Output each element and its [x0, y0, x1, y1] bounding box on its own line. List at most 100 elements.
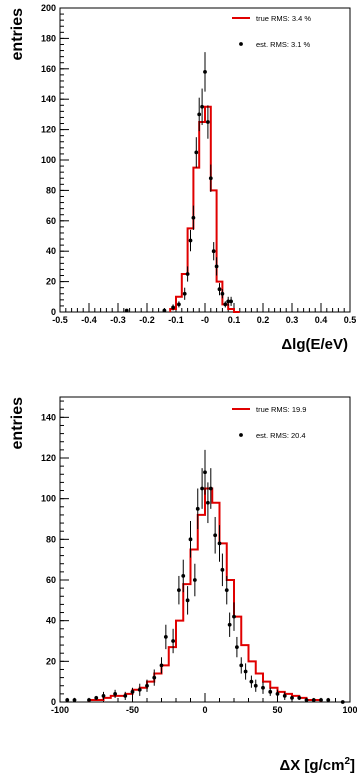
data-point [177, 302, 181, 307]
y-tick-label: 100 [41, 494, 56, 504]
legend-label: est. RMS: 3.1 % [256, 40, 311, 49]
data-point [94, 696, 99, 700]
data-point [188, 238, 193, 243]
data-point [188, 537, 193, 542]
data-point [304, 698, 309, 702]
data-point [181, 574, 186, 578]
data-point [192, 578, 197, 582]
x-tick-label: 0.3 [286, 315, 299, 325]
data-point [185, 272, 190, 276]
y-tick-label: 80 [46, 534, 56, 544]
data-point [211, 249, 216, 254]
x-tick-label: 0.2 [257, 315, 270, 325]
y-axis-title: entries [9, 8, 26, 61]
x-axis-title: Δlg(E/eV) [281, 336, 348, 353]
data-point [243, 669, 248, 674]
data-point [177, 588, 181, 593]
data-point [171, 305, 176, 310]
y-tick-label: 100 [41, 155, 56, 165]
y-tick-label: 60 [46, 575, 56, 585]
legend-point-marker [239, 433, 243, 437]
data-point [217, 541, 222, 546]
data-point [171, 639, 176, 643]
x-tick-label: 50 [272, 705, 282, 715]
data-point [229, 299, 234, 304]
data-point [185, 598, 190, 603]
data-point [235, 645, 239, 649]
data-point [214, 264, 219, 269]
y-tick-label: 200 [41, 3, 56, 13]
y-tick-label: 180 [41, 33, 56, 43]
x-tick-label: -50 [126, 705, 139, 715]
y-tick-label: 0 [51, 697, 56, 707]
data-point [203, 470, 207, 475]
y-tick-label: 140 [41, 94, 56, 104]
y-tick-label: 140 [41, 412, 56, 422]
data-point [249, 679, 254, 684]
x-tick-label: 0.5 [344, 315, 357, 325]
data-point [217, 287, 222, 292]
x-tick-label: -0.4 [81, 315, 97, 325]
data-point [130, 689, 135, 694]
data-point [261, 685, 265, 690]
data-point [87, 698, 91, 702]
data-point [340, 700, 345, 704]
data-point [282, 694, 287, 698]
y-tick-label: 120 [41, 453, 56, 463]
data-point [101, 694, 106, 698]
chart-1: 0 20 40 60 80 100 120 140 160 180 200 -0.5 -0.4 -0.3 -… [9, 3, 356, 353]
x-tick-label: 100 [342, 705, 357, 715]
data-point [159, 663, 164, 668]
data-point [224, 588, 229, 593]
y-axis-title: entries [9, 397, 26, 450]
data-point [275, 691, 280, 696]
data-point [220, 291, 225, 296]
data-point [72, 698, 77, 702]
x-tick-label: -100 [51, 705, 69, 715]
data-point [182, 291, 187, 296]
data-point [208, 176, 213, 181]
data-point [113, 691, 117, 696]
x-tick-label: 0.1 [228, 315, 241, 325]
y-tick-label: 60 [46, 216, 56, 226]
x-tick-label: 0.4 [315, 315, 328, 325]
data-point [152, 675, 157, 680]
data-point [297, 696, 302, 700]
data-point [311, 698, 316, 702]
data-point [326, 698, 331, 702]
y-tick-label: 0 [51, 307, 56, 317]
data-point [65, 698, 70, 702]
y-tick-label: 160 [41, 64, 56, 74]
data-point [220, 567, 225, 572]
y-tick-label: 40 [46, 246, 56, 256]
data-point [145, 683, 149, 688]
x-tick-label: -0 [201, 315, 209, 325]
data-point [319, 698, 323, 702]
x-tick-label: -0.5 [52, 315, 68, 325]
data-point [223, 302, 228, 307]
x-tick-label: -0.1 [168, 315, 184, 325]
data-point [200, 104, 205, 109]
data-point [226, 299, 231, 304]
data-point [253, 683, 258, 688]
data-point [203, 69, 207, 74]
y-tick-label: 40 [46, 616, 56, 626]
data-point [191, 215, 196, 220]
x-tick-label: -0.3 [110, 315, 126, 325]
data-point [163, 635, 168, 639]
data-point [195, 506, 200, 511]
legend-point-marker [239, 42, 243, 46]
data-point [162, 308, 167, 313]
data-point [206, 500, 210, 505]
y-tick-label: 80 [46, 185, 56, 195]
data-point [123, 694, 128, 698]
data-point [213, 533, 218, 538]
y-tick-label: 20 [46, 277, 56, 287]
data-point [124, 308, 129, 313]
data-point [194, 150, 199, 155]
legend-label: est. RMS: 20.4 [256, 431, 306, 440]
x-tick-label: 0 [202, 705, 207, 715]
data-point [200, 486, 205, 491]
data-point [232, 614, 236, 619]
